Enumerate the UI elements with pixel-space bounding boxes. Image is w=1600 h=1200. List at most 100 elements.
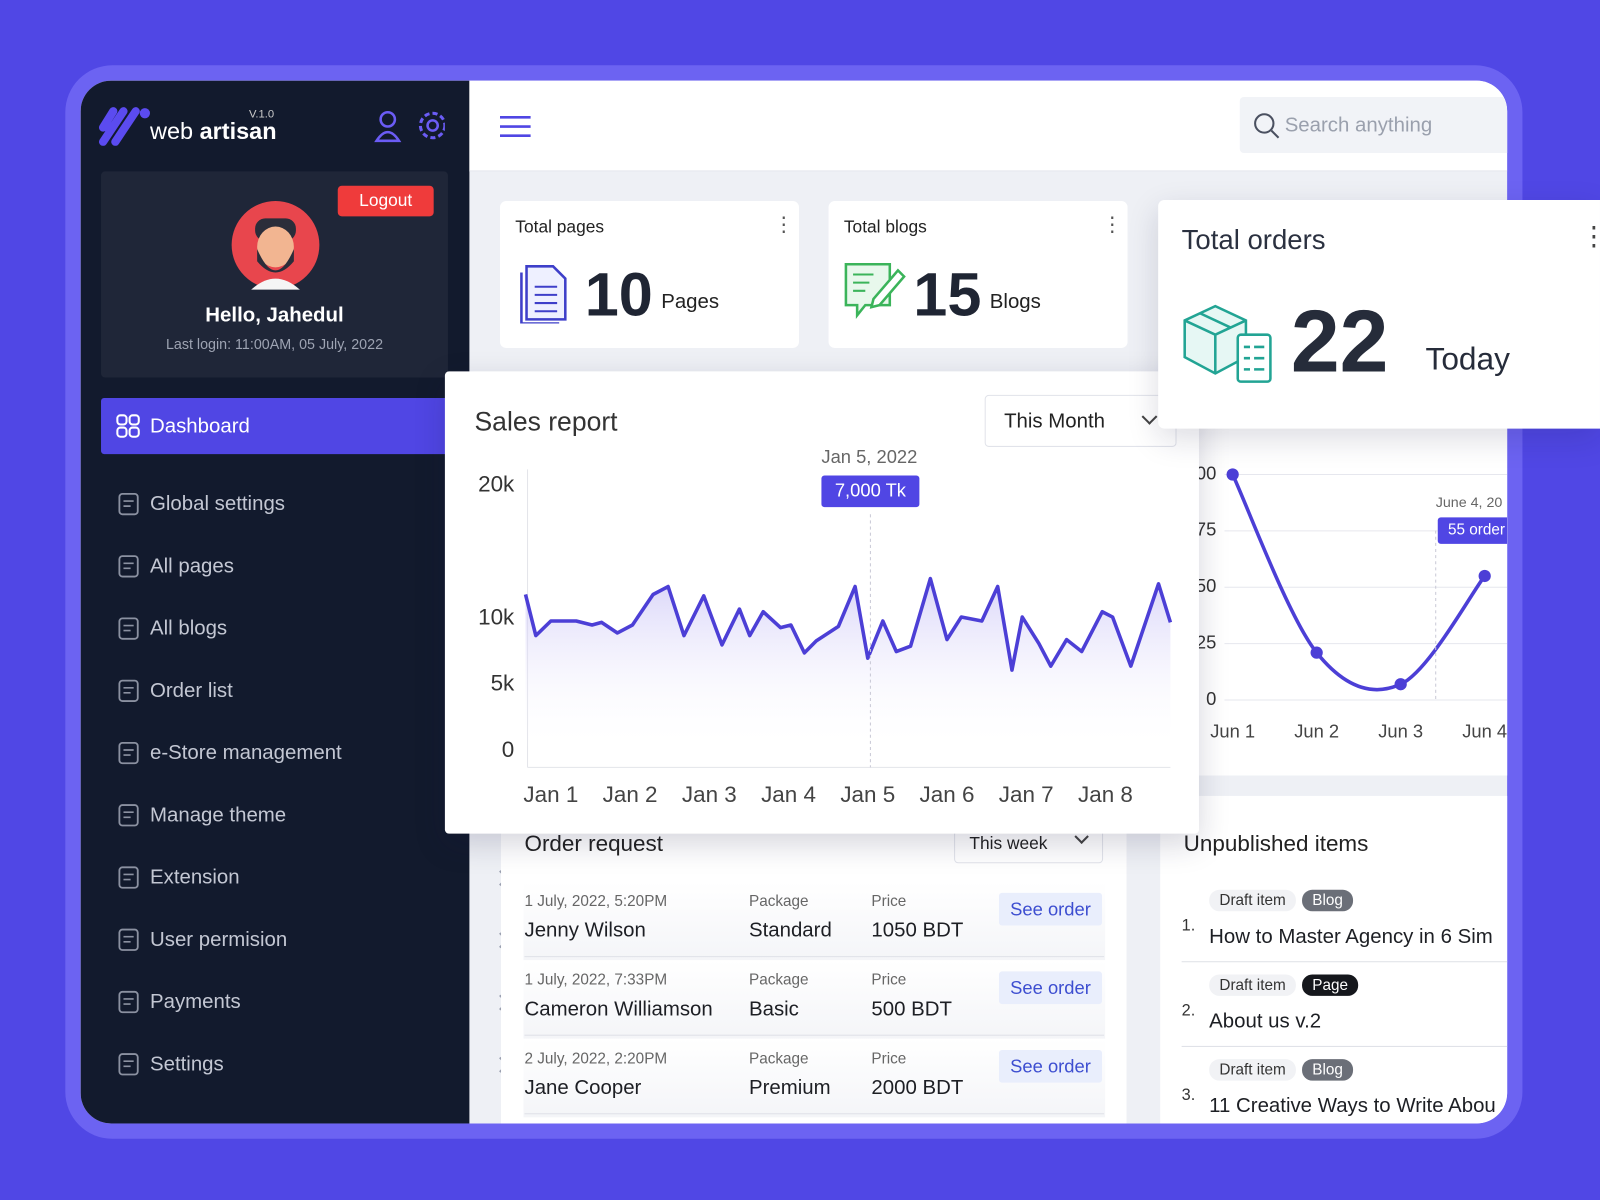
stat-card: Total blogs ⋮ 15 Blogs (828, 201, 1128, 348)
item-number: 1. (1181, 917, 1196, 935)
icon-part (116, 414, 128, 426)
nav-icon (118, 679, 139, 702)
stat-title: Total blogs (843, 217, 927, 237)
nav-label[interactable]: e-Store management (149, 741, 342, 765)
nav-label[interactable]: Payments (149, 990, 241, 1014)
icon-part (118, 679, 139, 702)
brand-light: web (149, 117, 194, 144)
y-tick-label: 20k (478, 472, 515, 497)
item-title[interactable]: 11 Creative Ways to Write Abou (1209, 1094, 1496, 1118)
item-separator (1181, 961, 1508, 963)
x-tick-label: Jan 2 (603, 782, 658, 807)
item-number: 3. (1181, 1086, 1196, 1105)
x-tick-label: Jan 1 (523, 782, 578, 807)
nav-label[interactable]: Global settings (149, 492, 285, 516)
tooltip-box (1437, 517, 1508, 544)
icon-part (128, 414, 140, 426)
brand: web artisan (150, 119, 277, 142)
see-order-button[interactable]: See order (998, 1049, 1103, 1083)
row-separator (524, 956, 1105, 958)
stat-unit: Today (1425, 340, 1510, 377)
x-tick-label: Jun 3 (1378, 720, 1423, 741)
more-icon[interactable]: ⋮ (1102, 214, 1123, 237)
point (1226, 468, 1239, 481)
stat-value: 15 (913, 260, 982, 329)
stat-card: Total pages ⋮ 10 Pages (499, 201, 799, 348)
more-icon[interactable]: ⋮ (773, 214, 794, 237)
icon-part (128, 426, 140, 438)
item-tags: Draft item Blog (1209, 1059, 1354, 1081)
nav-label[interactable]: All blogs (149, 617, 228, 640)
version: V.1.0 (248, 108, 275, 121)
x-tick-label: Jan 8 (1078, 782, 1133, 807)
order-date: 2 July, 2022, 2:20PM (524, 1049, 668, 1068)
item-title[interactable]: About us v.2 (1209, 1010, 1322, 1033)
y-tick-label: 0 (502, 737, 514, 762)
item-title[interactable]: How to Master Agency in 6 Sim (1209, 925, 1493, 948)
nav-label[interactable]: Settings (149, 1053, 224, 1076)
top-icons (374, 110, 445, 143)
logo (98, 107, 150, 146)
nav-active[interactable] (101, 397, 448, 455)
row-separator (524, 1113, 1105, 1115)
see-order-button[interactable]: See order (998, 971, 1103, 1005)
section-title: Order request (524, 830, 663, 857)
item-tags: Draft item Page (1209, 974, 1359, 996)
tooltip-label: 7,000 Tk (835, 480, 907, 501)
x-tick-label: Jan 3 (682, 782, 737, 807)
icon-part (123, 998, 134, 1005)
month-filter[interactable]: This Month (984, 394, 1177, 447)
package-label: Package (748, 892, 809, 911)
nav-label[interactable]: Dashboard (149, 415, 250, 438)
stat-value: 10 (584, 260, 653, 329)
nav-label[interactable]: All pages (149, 555, 234, 578)
type-tag: Blog (1302, 889, 1354, 912)
chart-title: Sales report (474, 406, 618, 437)
icon-part (123, 624, 134, 632)
nav-icon (118, 1053, 139, 1076)
last-login: Last login: 11:00AM, 05 July, 2022 (165, 335, 384, 353)
menu-icon[interactable] (499, 115, 532, 138)
x-tick-label: Jan 5 (840, 782, 895, 807)
nav-label[interactable]: Extension (149, 866, 240, 889)
nav-icon (118, 492, 139, 516)
x-tick-label: Jan 6 (920, 782, 975, 807)
point (1394, 678, 1407, 691)
logout-button[interactable]: Logout (337, 185, 434, 217)
icon-part (123, 749, 134, 756)
see-order-button[interactable]: See order (998, 892, 1103, 926)
sales-chart: 0 5k 10k 20k Jan 1 Jan 2 Jan 3 Jan 4 Jan 5 Jan 6 J… (478, 446, 1173, 807)
nav-icon (118, 555, 139, 578)
stat-unit: Pages (661, 290, 720, 314)
type-tag: Page (1302, 974, 1359, 996)
icon-part (118, 866, 139, 889)
package-label: Package (748, 1049, 809, 1068)
nav-icon (116, 414, 140, 438)
icon-part (123, 686, 134, 694)
x-tick-label: Jun 2 (1294, 720, 1339, 741)
nav-icon (118, 928, 139, 951)
nav-label[interactable]: Manage theme (149, 804, 287, 827)
sales-card: Sales report This Month 0 5k 10k 20k Jan 1 Ja… (444, 371, 1199, 834)
item-separator (1181, 1045, 1508, 1047)
x-tick-label: Jan 7 (999, 782, 1054, 807)
draft-tag: Draft item (1209, 889, 1296, 912)
order-name: Jenny Wilson (524, 919, 646, 942)
nav-label[interactable]: User permision (149, 928, 288, 952)
x-tick-label: Jun 4 (1462, 720, 1507, 741)
blogs-icon (844, 263, 906, 319)
y-tick-label: 25 (1196, 631, 1216, 652)
more-icon[interactable]: ⋮ (1581, 222, 1600, 249)
icon-part (118, 492, 139, 516)
tooltip-title: June 4, 20 (1436, 495, 1503, 511)
nav-label[interactable]: Order list (149, 679, 233, 703)
type-tag: Blog (1302, 1059, 1354, 1081)
search[interactable]: Search anything (1239, 96, 1508, 154)
line (523, 576, 1173, 672)
icon-part (123, 935, 134, 943)
order-price: 1050 BDT (871, 919, 964, 942)
icon-part (118, 555, 139, 578)
stat-unit: Blogs (989, 290, 1041, 314)
x-tick-label: Jun 1 (1210, 720, 1255, 741)
